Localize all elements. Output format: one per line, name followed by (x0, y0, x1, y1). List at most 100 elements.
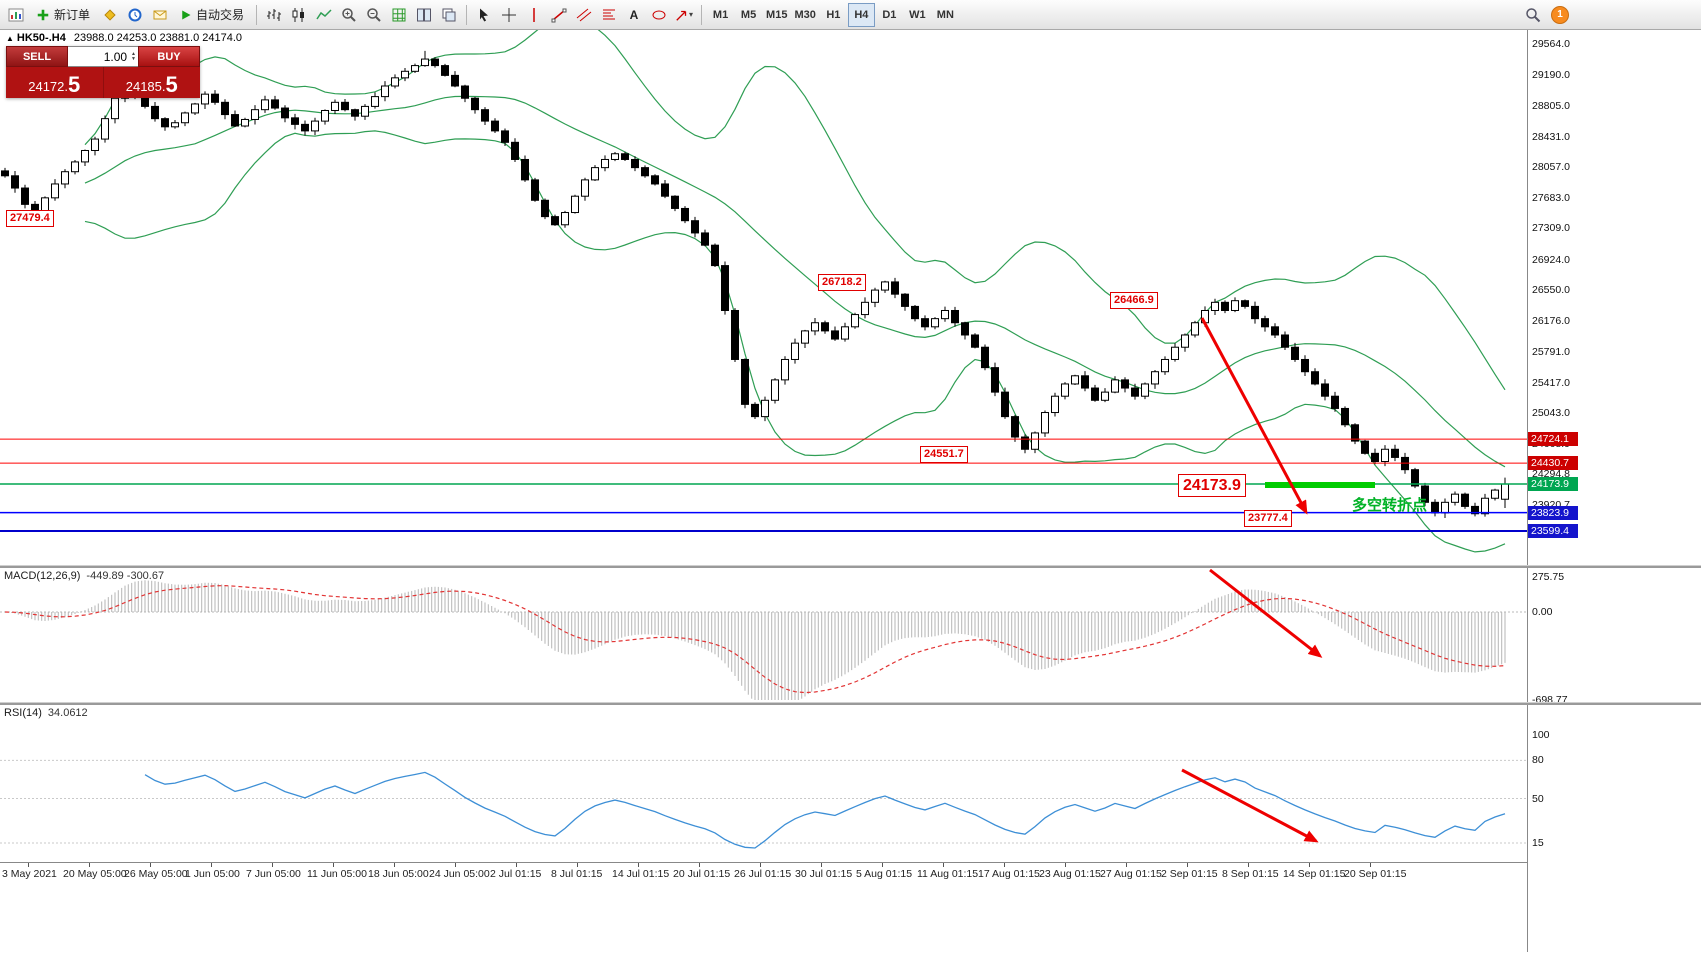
dropdown-caret-icon: ▾ (689, 10, 694, 19)
zoom-out-button[interactable] (362, 3, 386, 27)
trendline-button[interactable] (547, 3, 571, 27)
volume-input[interactable] (68, 49, 130, 64)
price-axis-tick: 25043.0 (1532, 407, 1570, 420)
bar-chart-button[interactable] (262, 3, 286, 27)
cursor-button[interactable] (472, 3, 496, 27)
time-axis-tick (577, 863, 578, 867)
tile-windows-button[interactable] (412, 3, 436, 27)
rsi-axis-label: 50 (1532, 793, 1544, 805)
symbol-marker-icon: ▲ (6, 34, 14, 43)
price-callout-label[interactable]: 23777.4 (1244, 510, 1292, 527)
new-order-button[interactable]: 新订单 (29, 3, 97, 27)
timeframe-m5-button[interactable]: M5 (735, 3, 762, 27)
chart-text-annotation[interactable]: 多空转折点 (1352, 497, 1428, 514)
crosshair-button[interactable] (497, 3, 521, 27)
time-axis-label: 17 Aug 01:15 (978, 868, 1040, 880)
grid-button[interactable] (387, 3, 411, 27)
time-axis-label: 26 May 05:00 (124, 868, 188, 880)
price-callout-label[interactable]: 24173.9 (1178, 474, 1246, 497)
time-axis-tick (1126, 863, 1127, 867)
sell-button[interactable]: SELL (6, 46, 68, 67)
new-chart-button[interactable] (4, 3, 28, 27)
market-watch-button[interactable] (123, 3, 147, 27)
time-axis-label: 20 May 05:00 (63, 868, 127, 880)
time-axis-tick (1004, 863, 1005, 867)
price-axis-tick: 27683.0 (1532, 191, 1570, 204)
text-button[interactable]: A (622, 3, 646, 27)
channel-icon (576, 8, 592, 21)
time-axis[interactable]: 3 May 2021 20 May 05:00 26 May 05:00 1 Jun … (0, 862, 1527, 953)
fibonacci-button[interactable] (597, 3, 621, 27)
volume-stepper[interactable]: ▲ ▼ (129, 50, 138, 62)
price-chart[interactable] (0, 30, 1527, 862)
symbol-ohlc: 23988.0 24253.0 23881.0 24174.0 (73, 32, 243, 44)
mailbox-button[interactable] (148, 3, 172, 27)
rsi-axis-label: 80 (1532, 754, 1544, 766)
svg-text:A: A (630, 8, 639, 22)
volume-box: ▲▼ (68, 46, 138, 67)
cascade-windows-icon (442, 8, 456, 21)
autotrading-button[interactable]: 自动交易 (173, 3, 251, 27)
clock-icon (128, 8, 142, 21)
macd-axis-label: 0.00 (1532, 606, 1553, 618)
panel-separator-macd[interactable] (0, 565, 1701, 568)
vertical-line-button[interactable] (522, 3, 546, 27)
timeframe-mn-button[interactable]: MN (932, 3, 959, 27)
time-axis-label: 5 Aug 01:15 (856, 868, 913, 880)
price-callout-label[interactable]: 26466.9 (1110, 292, 1158, 309)
buy-price-big-digit: 5 (165, 72, 178, 97)
new-chart-icon (8, 8, 24, 21)
zoom-in-icon (342, 7, 356, 22)
timeframe-w1-button[interactable]: W1 (904, 3, 931, 27)
candlestick-button[interactable] (287, 3, 311, 27)
timeframe-d1-button[interactable]: D1 (876, 3, 903, 27)
search-button[interactable] (1521, 3, 1545, 27)
notification-badge[interactable]: 1 (1551, 5, 1569, 24)
arrow-style-button[interactable]: ▾ (672, 3, 696, 27)
timeframe-m15-button[interactable]: M15 (763, 3, 790, 27)
plus-icon (37, 9, 49, 20)
yellow-diamond-icon (104, 8, 116, 21)
stepper-down-icon[interactable]: ▼ (131, 55, 136, 62)
price-axis-tick: 28805.0 (1532, 100, 1570, 112)
sell-price-main: 24172. (28, 79, 68, 94)
sell-price[interactable]: 24172. 5 (6, 67, 104, 98)
macd-indicator-header: MACD(12,26,9) -449.89 -300.67 (4, 570, 164, 582)
timeframe-m1-button[interactable]: M1 (707, 3, 734, 27)
time-axis-tick (272, 863, 273, 867)
metaeditor-button[interactable] (98, 3, 122, 27)
time-axis-tick (1187, 863, 1188, 867)
zoom-in-button[interactable] (337, 3, 361, 27)
time-axis-label: 24 Jun 05:00 (429, 868, 490, 880)
cascade-windows-button[interactable] (437, 3, 461, 27)
line-chart-icon (316, 8, 332, 19)
play-icon (182, 10, 191, 19)
timeframe-m30-button[interactable]: M30 (791, 3, 818, 27)
timeframe-h4-button[interactable]: H4 (847, 2, 875, 27)
rsi-value: 34.0612 (47, 707, 88, 719)
channel-button[interactable] (572, 3, 596, 27)
price-callout-label[interactable]: 27479.4 (6, 210, 54, 227)
rsi-indicator-header: RSI(14) 34.0612 (4, 707, 88, 719)
price-axis-tick: 28057.0 (1532, 161, 1570, 174)
sell-price-big-digit: 5 (68, 72, 81, 97)
toolbar-separator (256, 4, 258, 25)
macd-title: MACD(12,26,9) (4, 570, 81, 582)
time-axis-tick (394, 863, 395, 867)
envelope-icon (153, 10, 167, 19)
time-axis-label: 1 Jun 05:00 (185, 868, 240, 880)
panel-separator-rsi[interactable] (0, 702, 1701, 705)
time-axis-label: 20 Jul 01:15 (673, 868, 731, 880)
line-chart-button[interactable] (312, 3, 336, 27)
time-axis-tick (882, 863, 883, 867)
price-axis[interactable]: 29564.0 29190.0 28805.0 28431.0 28057.0 27683… (1527, 30, 1701, 952)
price-callout-label[interactable]: 24551.7 (920, 446, 968, 463)
buy-button[interactable]: BUY (138, 46, 200, 67)
timeframe-h1-button[interactable]: H1 (820, 3, 847, 27)
chart-area: 27479.4 26718.2 26466.9 24551.7 23777.4 24173… (0, 30, 1701, 953)
price-callout-label[interactable]: 26718.2 (818, 274, 866, 291)
time-axis-tick (211, 863, 212, 867)
shapes-button[interactable] (647, 3, 671, 27)
stepper-up-icon[interactable]: ▲ (131, 50, 136, 57)
buy-price[interactable]: 24185. 5 (104, 67, 201, 98)
